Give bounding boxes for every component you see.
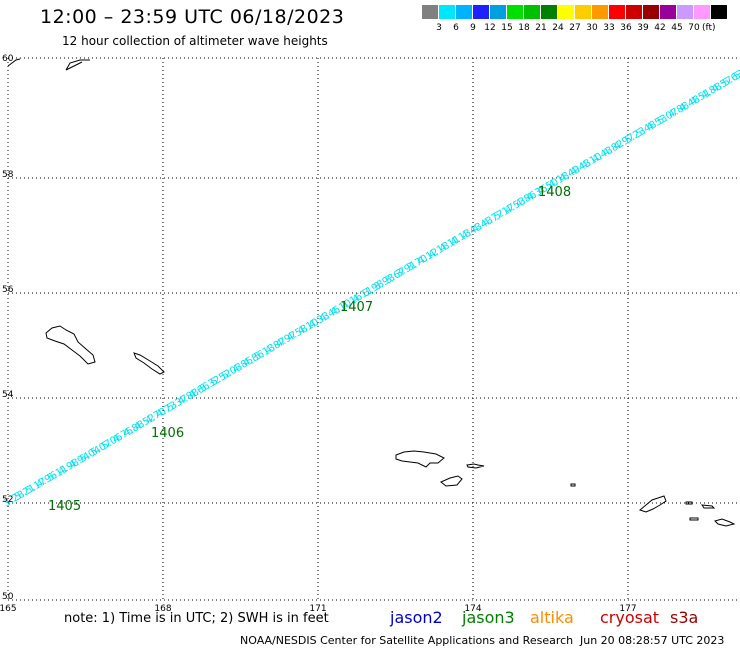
islet-d [714,518,736,527]
attu-island [395,450,445,468]
longitude-tick-label: 168 [154,604,171,614]
legend-label: 33 [603,23,615,33]
legend-swatch [643,5,659,19]
commander-island-large [45,325,96,365]
legend-swatch [677,5,693,19]
commander-island-small [133,352,165,375]
islet-b [685,501,693,505]
longitude-tick-label: 177 [619,604,636,614]
latitude-tick-label: 52 [2,495,13,505]
legend-swatch [473,5,489,19]
legend-label: 3 [436,23,442,33]
islet-e [689,517,699,521]
axis-tick-labels: 165 168 171 174 177 60 58 56 54 52 50 [0,54,637,614]
legend-swatch [507,5,523,19]
legend-label: 24 [552,23,564,33]
pass-time-labels: 1405 1406 1407 1408 [48,185,571,514]
legend-label: 30 [586,23,598,33]
latitude-tick-label: 50 [2,592,14,602]
credit-line: NOAA/NESDIS Center for Satellite Applica… [240,634,574,647]
legend-label: 27 [569,23,581,33]
latitude-tick-label: 56 [2,285,14,295]
legend-label: 39 [637,23,649,33]
legend-label: 15 [501,23,513,33]
pass-time-label: 1405 [48,499,81,514]
legend-label: 21 [535,23,547,33]
coast-north [65,59,90,71]
coast-corner-north [7,58,21,67]
generation-timestamp: Jun 20 08:28:57 UTC 2023 [580,634,725,647]
legend-unit: (ft) [702,23,716,33]
agattu-island [440,475,463,487]
pass-time-label: 1407 [340,300,373,315]
coastline [7,58,736,527]
legend-label: 36 [620,23,632,33]
mission-altika: altika [530,608,574,627]
legend-swatch [711,5,727,19]
map-subtitle: 12 hour collection of altimeter wave hei… [62,34,328,48]
mission-jason3: jason3 [462,608,515,627]
mission-s3a: s3a [670,608,699,627]
latitude-tick-label: 60 [2,54,14,64]
footer-note: note: 1) Time is in UTC; 2) SWH is in fe… [64,611,329,626]
legend-label: 6 [453,23,459,33]
legend-label: 45 [671,23,683,33]
map-title: 12:00 – 23:59 UTC 06/18/2023 [40,6,345,28]
legend-label: 12 [484,23,496,33]
legend-swatch [558,5,574,19]
legend-swatch [626,5,642,19]
longitude-tick-label: 171 [309,604,326,614]
legend-swatch [422,5,438,19]
semichi-island [466,463,485,469]
swh-value: 5.5 [732,65,740,83]
kiska-island [638,495,667,513]
altimeter-track: 3.285.215.174.965.114.984.945.045.075.06… [2,65,740,510]
legend-swatch [524,5,540,19]
legend-swatch [694,5,710,19]
legend-label: 18 [518,23,530,33]
islet-a [570,483,576,487]
islet-c [700,504,716,509]
latitude-tick-label: 54 [2,390,14,400]
pass-time-label: 1408 [538,185,571,200]
legend-swatch [541,5,557,19]
legend-label: 42 [654,23,666,33]
legend-swatch [660,5,676,19]
legend-swatch [456,5,472,19]
longitude-tick-label: 165 [0,604,17,614]
legend-swatch [609,5,625,19]
legend-swatch [439,5,455,19]
latitude-tick-label: 58 [2,170,14,180]
legend-swatch [575,5,591,19]
pass-time-label: 1406 [151,426,184,441]
legend-swatch [490,5,506,19]
legend-swatch [592,5,608,19]
mission-jason2: jason2 [390,608,443,627]
legend-label: 70 [688,23,700,33]
longitude-tick-label: 174 [464,604,481,614]
mission-cryosat: cryosat [600,608,660,627]
legend-label: 9 [470,23,476,33]
